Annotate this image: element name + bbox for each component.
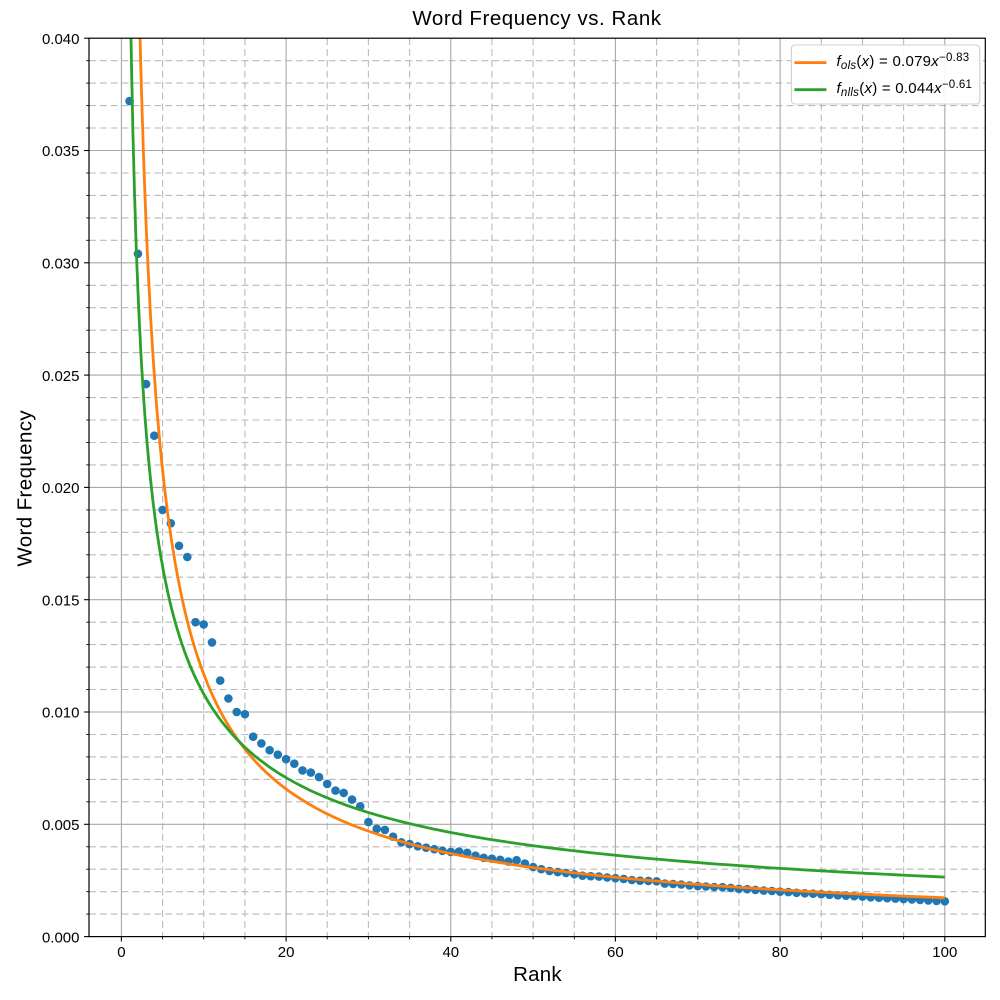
svg-text:80: 80 <box>772 944 789 961</box>
svg-text:0.005: 0.005 <box>42 817 80 834</box>
svg-text:0.025: 0.025 <box>42 368 80 385</box>
svg-text:Rank: Rank <box>513 963 562 986</box>
svg-text:60: 60 <box>607 944 624 961</box>
svg-text:0.020: 0.020 <box>42 480 80 497</box>
svg-text:fnlls(x) = 0.044x−0.61: fnlls(x) = 0.044x−0.61 <box>837 79 973 99</box>
svg-text:0.030: 0.030 <box>42 256 80 273</box>
svg-text:fols(x) = 0.079x−0.83: fols(x) = 0.079x−0.83 <box>837 52 970 72</box>
svg-text:0: 0 <box>117 944 125 961</box>
svg-text:0.035: 0.035 <box>42 143 80 160</box>
svg-text:0.015: 0.015 <box>42 592 80 609</box>
svg-text:Word Frequency vs. Rank: Word Frequency vs. Rank <box>412 7 661 30</box>
svg-text:40: 40 <box>442 944 459 961</box>
svg-text:0.010: 0.010 <box>42 705 80 722</box>
svg-text:0.000: 0.000 <box>42 929 80 946</box>
svg-text:0.040: 0.040 <box>42 31 80 48</box>
svg-text:20: 20 <box>278 944 295 961</box>
svg-text:Word Frequency: Word Frequency <box>14 410 37 567</box>
svg-text:100: 100 <box>932 944 957 961</box>
